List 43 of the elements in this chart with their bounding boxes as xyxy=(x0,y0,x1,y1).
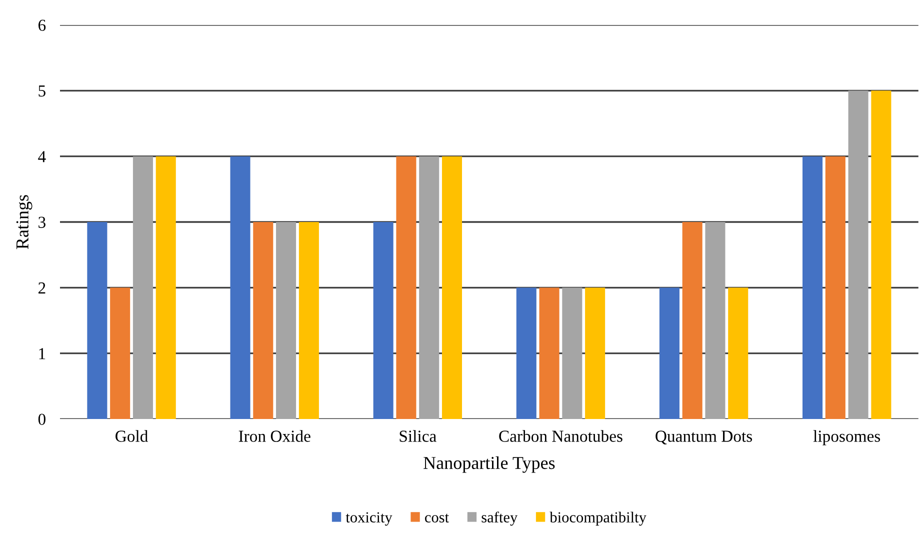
bar xyxy=(110,288,130,420)
legend-label: toxicity xyxy=(346,512,392,526)
x-axis-title: Nanopartile Types xyxy=(424,456,555,473)
legend-label: biocompatibilty xyxy=(550,512,646,526)
bar xyxy=(298,222,319,420)
y-tick-label: 2 xyxy=(38,282,46,294)
bar xyxy=(848,90,868,420)
y-axis-title: Ratings xyxy=(16,195,32,250)
x-tick-label: Gold xyxy=(116,430,148,442)
bar xyxy=(396,156,416,420)
x-tick-label: Iron Oxide xyxy=(238,430,310,442)
bar xyxy=(276,222,296,420)
y-tick-label: 5 xyxy=(38,86,46,97)
y-tick-label: 4 xyxy=(38,151,46,162)
y-tick-label: 1 xyxy=(39,348,46,360)
bar xyxy=(585,288,606,420)
legend-label: saftey xyxy=(482,512,518,526)
bar xyxy=(562,288,582,420)
x-tick-label: Silica xyxy=(400,430,436,442)
legend-label: cost xyxy=(425,514,449,522)
bar xyxy=(373,222,394,420)
bar xyxy=(230,156,250,420)
x-tick-label: Quantum Dots xyxy=(656,430,752,444)
bar xyxy=(705,222,726,420)
bar xyxy=(156,156,176,420)
bar xyxy=(539,288,560,420)
bar xyxy=(682,222,702,420)
x-tick-label: Carbon Nanotubes xyxy=(499,430,622,442)
bar xyxy=(728,288,748,420)
bar xyxy=(802,156,823,420)
bar xyxy=(87,222,108,420)
bar xyxy=(253,222,274,420)
bar xyxy=(871,90,892,420)
bar xyxy=(659,288,680,420)
x-tick-label: liposomes xyxy=(813,430,880,446)
y-tick-label: 0 xyxy=(38,414,46,425)
bar xyxy=(132,156,153,420)
bar xyxy=(825,156,846,420)
bar xyxy=(419,156,440,420)
bar xyxy=(516,288,536,420)
y-tick-label: 6 xyxy=(38,20,46,31)
y-tick-label: 3 xyxy=(38,216,46,228)
bar xyxy=(442,156,462,420)
